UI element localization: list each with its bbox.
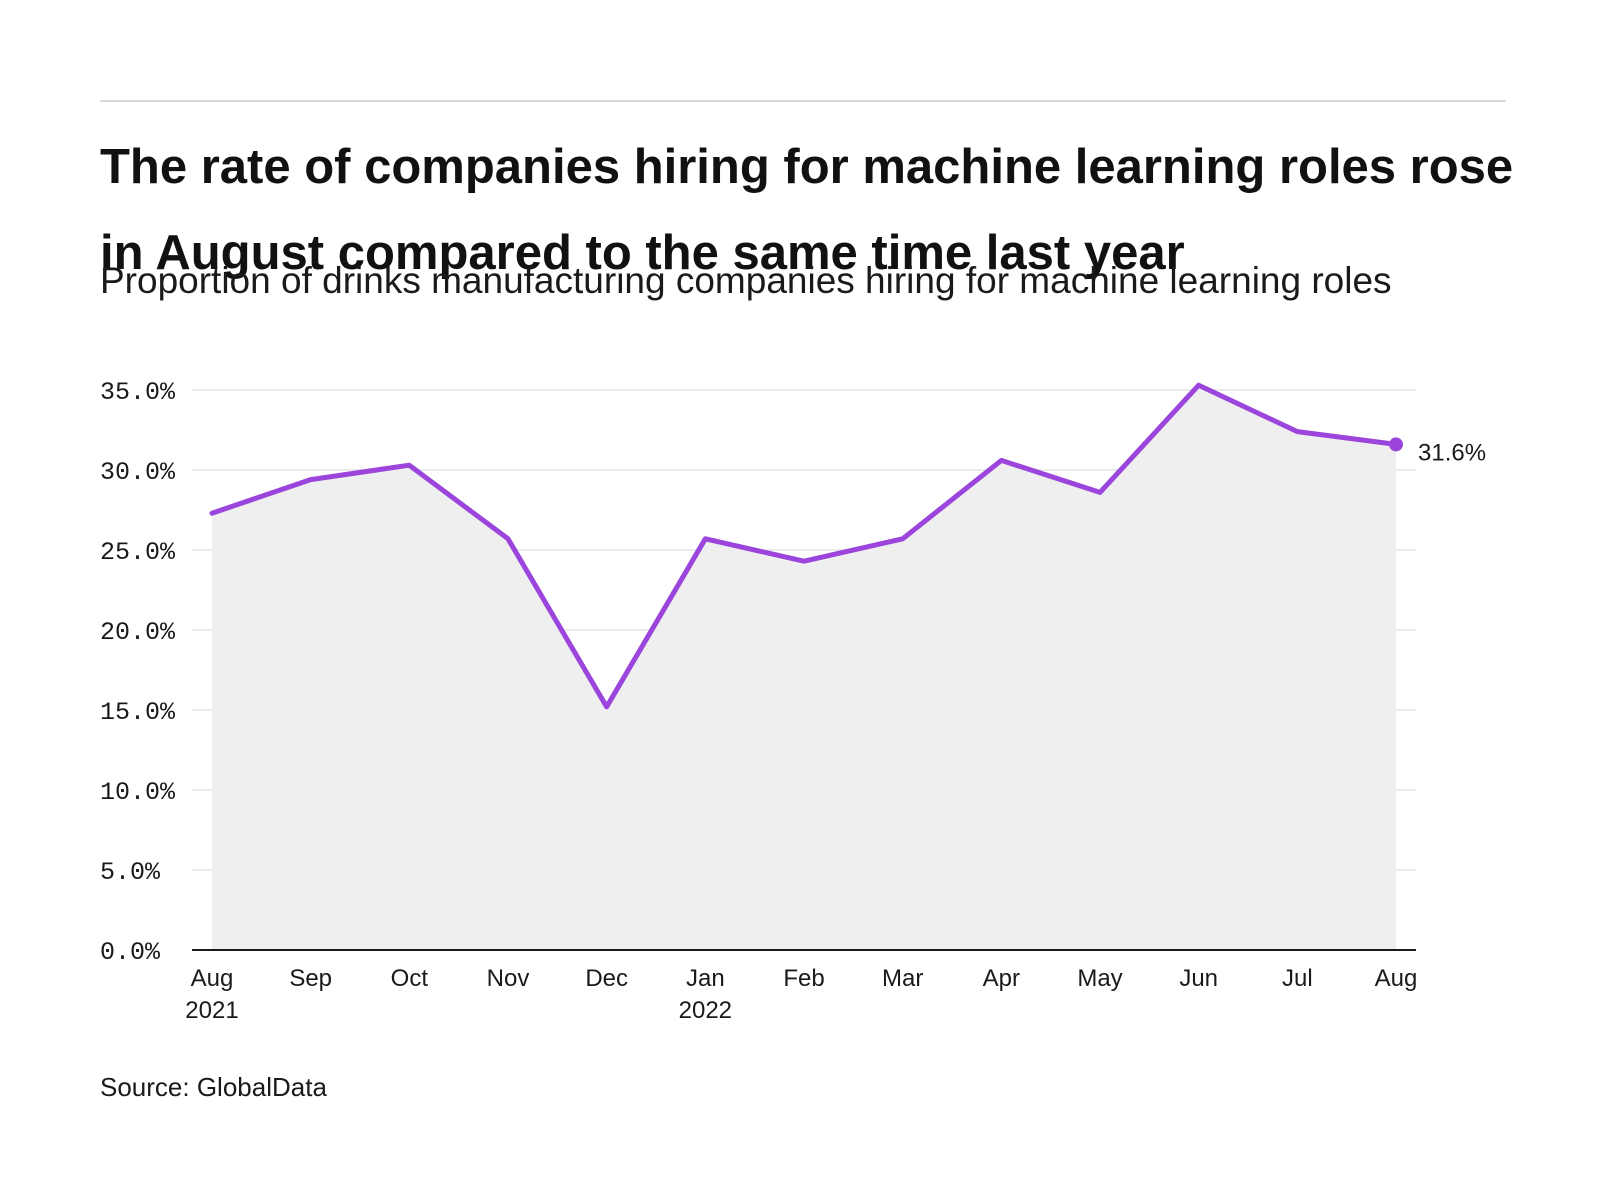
x-tick-label-line: Aug: [1375, 965, 1418, 992]
x-tick-label: Nov: [487, 965, 530, 992]
x-tick-label-line: 2022: [679, 997, 732, 1024]
x-tick-label-line: Aug: [191, 965, 234, 992]
x-tick-label: May: [1077, 965, 1122, 992]
top-rule: [100, 100, 1506, 102]
y-tick-label: 10.0%: [100, 778, 176, 807]
x-tick-label-line: Jul: [1282, 965, 1313, 992]
x-tick-label-line: Jan: [686, 965, 725, 992]
chart-title: The rate of companies hiring for machine…: [100, 140, 1514, 280]
x-tick-label-line: Dec: [585, 965, 628, 992]
source-note: Source: GlobalData: [100, 1072, 327, 1102]
x-tick-label-line: Mar: [882, 965, 923, 992]
x-tick-label: Feb: [783, 965, 824, 992]
x-tick-label-line: Feb: [783, 965, 824, 992]
y-tick-label: 5.0%: [100, 858, 161, 887]
x-tick-label-line: Apr: [983, 965, 1020, 992]
x-tick-label: Jul: [1282, 965, 1313, 992]
x-tick-label-line: Sep: [289, 965, 332, 992]
x-tick-label-line: Oct: [391, 965, 429, 992]
x-tick-label: Dec: [585, 965, 628, 992]
y-tick-label: 35.0%: [100, 378, 176, 407]
x-tick-label: Jun: [1179, 965, 1218, 992]
series-line: [209, 382, 1399, 710]
x-tick-label: Apr: [983, 965, 1020, 992]
x-tick-label: Jan 2022: [679, 965, 732, 1024]
end-point-marker: [1389, 437, 1403, 452]
y-tick-label: 0.0%: [100, 938, 161, 967]
x-tick-label: Aug: [1375, 965, 1418, 992]
x-tick-label: Mar: [882, 965, 923, 992]
y-tick-label: 15.0%: [100, 698, 176, 727]
y-tick-label: 20.0%: [100, 618, 176, 647]
end-value-label: 31.6%: [1418, 439, 1486, 466]
x-tick-label: Sep: [289, 965, 332, 992]
x-tick-label-line: Nov: [487, 965, 530, 992]
x-tick-label-line: May: [1077, 965, 1122, 992]
chart-subtitle: Proportion of drinks manufacturing compa…: [100, 260, 1392, 301]
area-fill: [212, 385, 1396, 950]
x-tick-label-line: Jun: [1179, 965, 1218, 992]
y-tick-label: 25.0%: [100, 538, 176, 567]
x-tick-label: Aug 2021: [185, 965, 238, 1024]
x-tick-label-line: 2021: [185, 997, 238, 1024]
x-tick-label: Oct: [391, 965, 429, 992]
y-tick-label: 30.0%: [100, 458, 176, 487]
